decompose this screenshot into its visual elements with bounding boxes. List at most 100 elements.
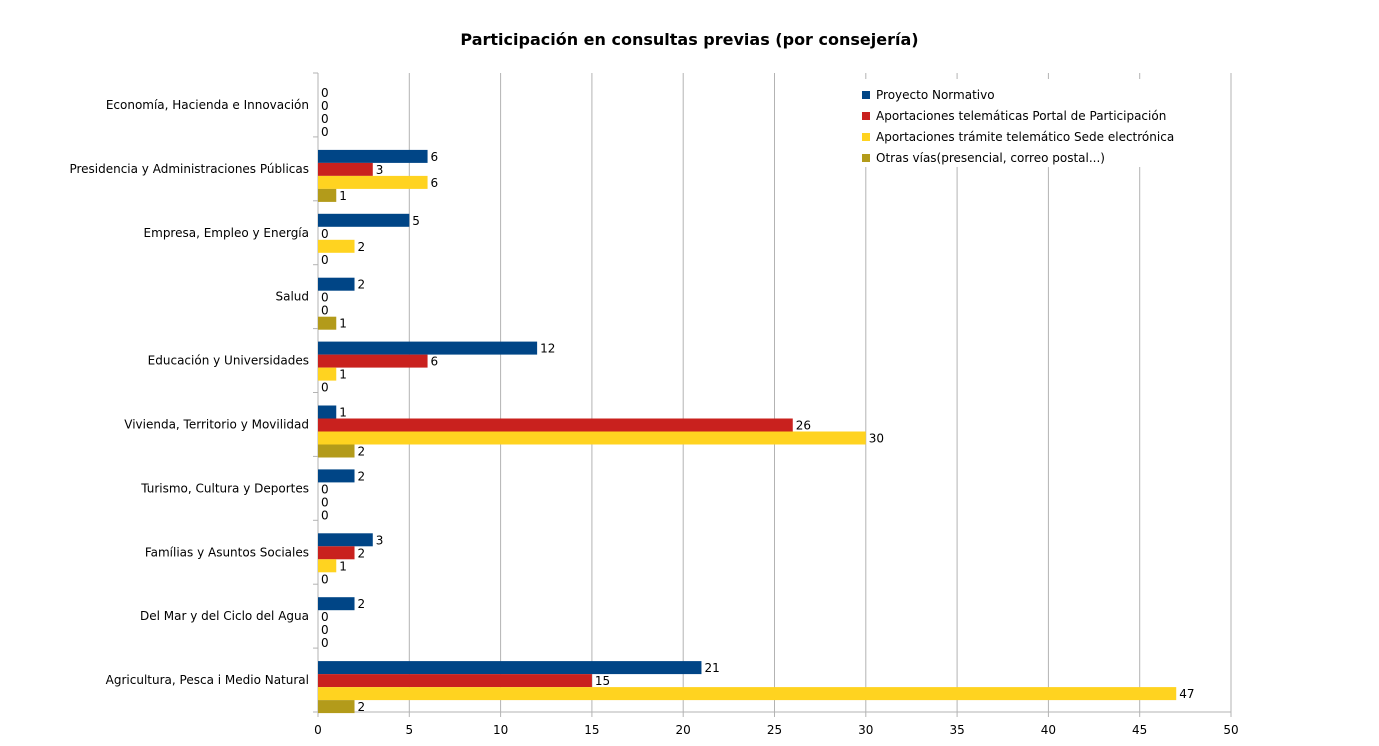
legend-swatch — [862, 91, 870, 99]
bars — [318, 149, 1177, 714]
data-label: 0 — [321, 508, 329, 522]
bar — [318, 341, 538, 355]
legend-swatch — [862, 133, 870, 141]
data-label: 0 — [321, 495, 329, 509]
bar — [318, 431, 866, 445]
category-label: Salud — [275, 290, 309, 304]
data-label: 1 — [339, 189, 347, 203]
data-label: 2 — [358, 278, 366, 292]
category-label: Economía, Hacienda e Innovación — [106, 98, 309, 112]
legend-label: Aportaciones telemáticas Portal de Parti… — [876, 109, 1166, 123]
legend-label: Aportaciones trámite telemático Sede ele… — [876, 130, 1174, 144]
data-label: 3 — [376, 163, 384, 177]
bar — [318, 277, 355, 291]
data-label: 0 — [321, 253, 329, 267]
data-label: 0 — [321, 291, 329, 305]
x-tick-label: 30 — [858, 723, 873, 737]
data-label: 2 — [358, 700, 366, 714]
bar — [318, 367, 337, 381]
data-label: 0 — [321, 227, 329, 241]
category-label: Presidencia y Administraciones Públicas — [69, 162, 309, 176]
data-label: 6 — [431, 355, 439, 369]
x-tick-label: 10 — [493, 723, 508, 737]
data-label: 0 — [321, 572, 329, 586]
x-tick-label: 40 — [1041, 723, 1056, 737]
data-label: 0 — [321, 636, 329, 650]
data-label: 47 — [1179, 687, 1194, 701]
data-label: 0 — [321, 304, 329, 318]
legend: Proyecto Normativo Aportaciones telemátic… — [858, 79, 1178, 167]
axes — [313, 72, 1232, 717]
data-label: 26 — [796, 419, 811, 433]
data-label: 0 — [321, 482, 329, 496]
bar — [318, 700, 355, 714]
bar — [318, 597, 355, 611]
data-label: 21 — [704, 661, 719, 675]
legend-label: Otras vías(presencial, correo postal...) — [876, 151, 1105, 165]
data-label: 2 — [358, 469, 366, 483]
data-label: 2 — [358, 597, 366, 611]
x-tick-label: 35 — [949, 723, 964, 737]
category-label: Turismo, Cultura y Deportes — [140, 481, 309, 495]
legend-background — [858, 79, 1178, 167]
bar — [318, 469, 355, 483]
data-label: 3 — [376, 533, 384, 547]
category-label: Educación y Universidades — [148, 354, 309, 368]
x-tick-label: 50 — [1223, 723, 1238, 737]
x-tick-label: 0 — [314, 723, 322, 737]
data-label: 6 — [431, 150, 439, 164]
data-label: 2 — [358, 240, 366, 254]
category-label: Agricultura, Pesca i Medio Natural — [106, 673, 309, 687]
legend-label: Proyecto Normativo — [876, 88, 995, 102]
data-label: 1 — [339, 368, 347, 382]
bar — [318, 418, 793, 432]
data-label: 2 — [358, 546, 366, 560]
bar — [318, 444, 355, 458]
x-tick-label: 45 — [1132, 723, 1147, 737]
data-label: 0 — [321, 99, 329, 113]
bar — [318, 162, 373, 176]
data-label: 15 — [595, 674, 610, 688]
x-tick-label: 25 — [767, 723, 782, 737]
bar — [318, 546, 355, 560]
legend-swatch — [862, 154, 870, 162]
bar — [318, 188, 337, 202]
data-label: 12 — [540, 342, 555, 356]
category-label: Vivienda, Territorio y Movilidad — [124, 417, 309, 431]
data-label: 0 — [321, 125, 329, 139]
category-label: Famílias y Asuntos Sociales — [145, 545, 309, 559]
category-label: Del Mar y del Ciclo del Agua — [140, 609, 309, 623]
bar — [318, 405, 337, 419]
data-label: 0 — [321, 86, 329, 100]
data-label: 0 — [321, 623, 329, 637]
data-label: 2 — [358, 445, 366, 459]
data-label: 30 — [869, 432, 884, 446]
data-label: 0 — [321, 112, 329, 126]
bar — [318, 687, 1177, 701]
x-tick-label: 15 — [584, 723, 599, 737]
x-tick-label: 20 — [676, 723, 691, 737]
bar — [318, 354, 428, 368]
chart-title: Participación en consultas previas (por … — [460, 30, 919, 49]
bar — [318, 533, 373, 547]
data-label: 5 — [412, 214, 420, 228]
bar — [318, 213, 410, 227]
data-label: 1 — [339, 406, 347, 420]
bar — [318, 674, 592, 688]
data-label: 0 — [321, 381, 329, 395]
bar — [318, 239, 355, 253]
data-label: 0 — [321, 610, 329, 624]
bar — [318, 559, 337, 573]
data-label: 6 — [431, 176, 439, 190]
x-tick-label: 5 — [405, 723, 413, 737]
category-label: Empresa, Empleo y Energía — [144, 226, 309, 240]
bar — [318, 175, 428, 189]
bar — [318, 316, 337, 330]
bar — [318, 661, 702, 675]
data-label: 1 — [339, 317, 347, 331]
grid-lines — [408, 73, 1232, 712]
legend-swatch — [862, 112, 870, 120]
data-label: 1 — [339, 559, 347, 573]
